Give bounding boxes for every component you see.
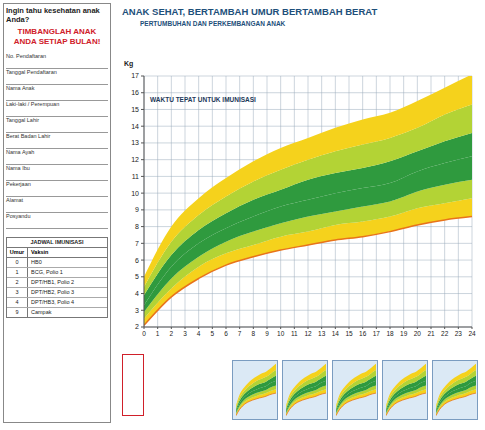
html-text:TIMBANGLAH ANAK ANDA SETIAP BU: TIMBANGLAH ANAK ANDA SETIAP BULAN! <box>13 27 101 46</box>
html-text:Kg: Kg <box>124 60 134 67</box>
svg-text:2: 2 <box>170 330 174 337</box>
html-text:WAKTU TEPAT UNTUK IMUNISASI: WAKTU TEPAT UNTUK IMUNISASI <box>150 96 256 103</box>
svg-text:9: 9 <box>135 206 139 213</box>
html-text:Nama Ibu: Nama Ibu <box>6 165 30 171</box>
html-text:Alamat: Alamat <box>6 197 24 203</box>
html-text:Umur: Umur <box>9 249 25 255</box>
html-text:ANAK SEHAT, BERTAMBAH UMUR BER: ANAK SEHAT, BERTAMBAH UMUR BERTAMBAH BER… <box>122 6 378 17</box>
svg-text:14: 14 <box>332 330 340 337</box>
svg-text:20: 20 <box>414 330 422 337</box>
svg-text:17: 17 <box>373 330 381 337</box>
svg-text:22: 22 <box>441 330 449 337</box>
svg-text:17: 17 <box>131 72 139 79</box>
svg-text:1: 1 <box>156 330 160 337</box>
html-text:2: 2 <box>15 279 19 285</box>
svg-text:13: 13 <box>131 139 139 146</box>
svg-text:12: 12 <box>131 156 139 163</box>
html-text:DPT/HB2, Polio 3: DPT/HB2, Polio 3 <box>31 289 75 295</box>
html-text:Pekerjaan: Pekerjaan <box>6 181 31 187</box>
svg-text:5: 5 <box>211 330 215 337</box>
svg-text:2: 2 <box>135 323 139 330</box>
svg-text:8: 8 <box>135 223 139 230</box>
html-text:JADWAL IMUNISASI: JADWAL IMUNISASI <box>30 239 84 245</box>
svg-text:10: 10 <box>277 330 285 337</box>
svg-text:10: 10 <box>131 190 139 197</box>
svg-text:3: 3 <box>183 330 187 337</box>
html-text:Laki-laki / Perempuan: Laki-laki / Perempuan <box>6 101 60 107</box>
html-text:Posyandu: Posyandu <box>6 213 31 219</box>
svg-text:4: 4 <box>135 290 139 297</box>
html-text:Vaksin: Vaksin <box>31 249 49 255</box>
html-text:1: 1 <box>15 269 19 275</box>
svg-text:3: 3 <box>135 307 139 314</box>
svg-text:6: 6 <box>135 257 139 264</box>
svg-text:13: 13 <box>318 330 326 337</box>
html-text:Campak: Campak <box>31 309 52 315</box>
svg-text:18: 18 <box>386 330 394 337</box>
html-text:Berat Badan Lahir: Berat Badan Lahir <box>6 133 51 139</box>
html-text:PERTUMBUHAN DAN PERKEMBANGAN A: PERTUMBUHAN DAN PERKEMBANGAN ANAK <box>140 20 286 27</box>
html-text:BCG, Polio 1: BCG, Polio 1 <box>31 269 63 275</box>
html-text:Tanggal Pendaftaran: Tanggal Pendaftaran <box>6 69 57 75</box>
html-text:3: 3 <box>15 289 19 295</box>
svg-text:16: 16 <box>359 330 367 337</box>
svg-text:23: 23 <box>455 330 463 337</box>
svg-text:8: 8 <box>252 330 256 337</box>
svg-text:15: 15 <box>131 106 139 113</box>
html-text:0: 0 <box>15 259 19 265</box>
svg-text:6: 6 <box>224 330 228 337</box>
svg-text:9: 9 <box>265 330 269 337</box>
svg-text:7: 7 <box>135 240 139 247</box>
html-text:9: 9 <box>15 309 19 315</box>
svg-text:5: 5 <box>135 273 139 280</box>
svg-text:19: 19 <box>400 330 408 337</box>
html-text:Ingin tahu kesehatan anak Anda: Ingin tahu kesehatan anak Anda? <box>6 6 100 24</box>
svg-text:11: 11 <box>132 173 139 180</box>
html-text:Tanggal Lahir: Tanggal Lahir <box>6 117 39 123</box>
svg-text:15: 15 <box>345 330 353 337</box>
html-text:4: 4 <box>15 299 19 305</box>
svg-text:7: 7 <box>238 330 242 337</box>
svg-text:12: 12 <box>304 330 312 337</box>
svg-text:4: 4 <box>197 330 201 337</box>
html-text:No. Pendaftaran: No. Pendaftaran <box>6 53 47 59</box>
svg-text:16: 16 <box>131 89 139 96</box>
svg-text:21: 21 <box>427 330 435 337</box>
html-text:DPT/HB1, Polio 2: DPT/HB1, Polio 2 <box>31 279 75 285</box>
svg-text:11: 11 <box>291 330 298 337</box>
html-text:DPT/HB3, Polio 4: DPT/HB3, Polio 4 <box>31 299 75 305</box>
svg-text:14: 14 <box>131 123 139 130</box>
html-text:HB0: HB0 <box>31 259 42 265</box>
html-text:Nama Ayah: Nama Ayah <box>6 149 35 155</box>
svg-text:24: 24 <box>468 330 476 337</box>
svg-text:0: 0 <box>142 330 146 337</box>
html-text:Nama Anak: Nama Anak <box>6 85 35 91</box>
